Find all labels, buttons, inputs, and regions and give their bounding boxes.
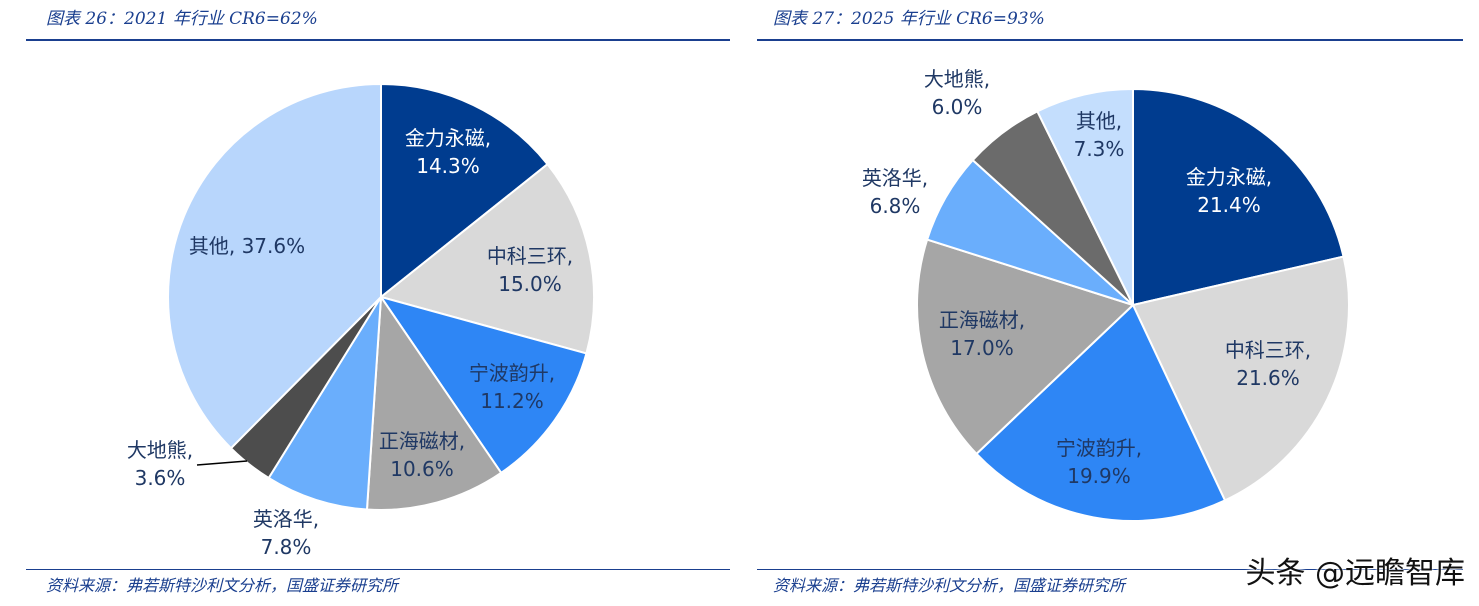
pie1-label-yingluohua-name: 英洛华,	[862, 166, 928, 190]
pie1-label-yingluohua-value: 6.8%	[870, 194, 921, 218]
pie1-label-jinli-value: 21.4%	[1197, 193, 1261, 217]
pie1-label-yingluohua: 英洛华, 6.8%	[862, 166, 928, 218]
pie1-label-ningbo-name: 宁波韵升,	[1056, 436, 1142, 460]
pie0-label-jinli-name: 金力永磁,	[405, 126, 491, 150]
pie1-label-jinli-name: 金力永磁,	[1186, 165, 1272, 189]
pie1-label-dadixiong-name: 大地熊,	[924, 67, 990, 91]
figure-26-source-rule	[26, 569, 730, 570]
pie0-label-dadixiong: 大地熊, 3.6%	[127, 438, 193, 490]
pie1-label-dadixiong: 大地熊, 6.0%	[924, 67, 990, 119]
figure-27-source-rule	[757, 569, 1463, 570]
figure-26-title: 图表 26：2021 年行业 CR6=62%	[46, 9, 318, 29]
pie0-label-ningbo-value: 11.2%	[480, 389, 544, 413]
pie1-label-other-name: 其他,	[1076, 109, 1122, 133]
pie0-label-zhongke-name: 中科三环,	[487, 244, 573, 268]
pie0-leader-line-dadixiong	[196, 460, 248, 466]
pie1-slice-other	[1036, 87, 1134, 306]
figure-27-panel: 图表 27：2025 年行业 CR6=93% 金力永磁, 21.4% 中科三环, 21…	[735, 0, 1479, 606]
pie0-label-zhenghai: 正海磁材, 10.6%	[379, 429, 465, 481]
pie1-label-zhongke-name: 中科三环,	[1225, 338, 1311, 362]
pie1-label-zhenghai: 正海磁材, 17.0%	[939, 308, 1025, 360]
pie1-label-other: 其他, 7.3%	[1074, 109, 1125, 161]
pie0-slice-yingluohua	[267, 296, 382, 511]
pie1-label-ningbo-value: 19.9%	[1067, 464, 1131, 488]
pie1-label-jinli: 金力永磁, 21.4%	[1186, 165, 1272, 217]
pie0-slice-zhongke	[378, 162, 595, 355]
pie0-slice-zhenghai	[365, 294, 503, 511]
pie0-label-zhenghai-value: 10.6%	[390, 457, 454, 481]
pie0-label-zhongke: 中科三环, 15.0%	[487, 244, 573, 296]
pie0-label-yingluohua-value: 7.8%	[261, 535, 312, 559]
pie0-label-dadixiong-name: 大地熊,	[127, 438, 193, 462]
pie0-label-zhenghai-name: 正海磁材,	[379, 429, 465, 453]
pie1-label-ningbo: 宁波韵升, 19.9%	[1056, 436, 1142, 488]
pie0-label-jinli: 金力永磁, 14.3%	[405, 126, 491, 178]
figure-26-panel: 图表 26：2021 年行业 CR6=62% 金力永磁, 14.3% 中科三环, 15…	[0, 0, 735, 606]
pie0-label-jinli-value: 14.3%	[416, 154, 480, 178]
pie0-label-other-value: 37.6%	[242, 234, 306, 258]
pie0-slice-ningbo	[378, 295, 588, 475]
pie0-label-ningbo: 宁波韵升, 11.2%	[469, 361, 555, 413]
figure-26-pie-chart: 金力永磁, 14.3% 中科三环, 15.0% 宁波韵升, 11.2% 正海磁材, 10.6%…	[127, 82, 595, 559]
pie1-slice-ningbo	[975, 303, 1227, 522]
pie0-label-other: 其他, 37.6%	[189, 234, 305, 258]
pie1-slice-jinli	[1132, 87, 1345, 307]
figure-26-title-rule	[26, 39, 730, 41]
pie1-label-zhongke-value: 21.6%	[1236, 366, 1300, 390]
pie0-label-other-name: 其他,	[189, 234, 242, 258]
pie0-slice-other	[167, 82, 382, 450]
pie0-label-dadixiong-value: 3.6%	[135, 466, 186, 490]
pie1-label-dadixiong-value: 6.0%	[932, 95, 983, 119]
pie0-label-zhongke-value: 15.0%	[498, 272, 562, 296]
pie0-label-yingluohua: 英洛华, 7.8%	[253, 507, 319, 559]
figure-27-source: 资料来源：弗若斯特沙利文分析，国盛证券研究所	[773, 576, 1126, 595]
watermark: 头条 @远瞻智库	[1245, 556, 1465, 591]
pie1-label-zhenghai-name: 正海磁材,	[939, 308, 1025, 332]
pie1-label-other-value: 7.3%	[1074, 137, 1125, 161]
pie1-label-zhongke: 中科三环, 21.6%	[1225, 338, 1311, 390]
figure-27-title-rule	[757, 39, 1463, 41]
pie1-slice-zhenghai	[916, 238, 1135, 456]
pie1-label-zhenghai-value: 17.0%	[950, 336, 1014, 360]
pie1-slice-zhongke	[1131, 255, 1351, 502]
pie0-slice-jinli	[380, 82, 549, 300]
pie0-label-ningbo-name: 宁波韵升,	[469, 361, 555, 385]
figure-26-source: 资料来源：弗若斯特沙利文分析，国盛证券研究所	[46, 576, 399, 595]
pie0-label-yingluohua-name: 英洛华,	[253, 507, 319, 531]
figure-27-pie-chart: 金力永磁, 21.4% 中科三环, 21.6% 宁波韵升, 19.9% 正海磁材, 17.0%…	[862, 67, 1351, 522]
figure-27-title: 图表 27：2025 年行业 CR6=93%	[773, 9, 1045, 29]
